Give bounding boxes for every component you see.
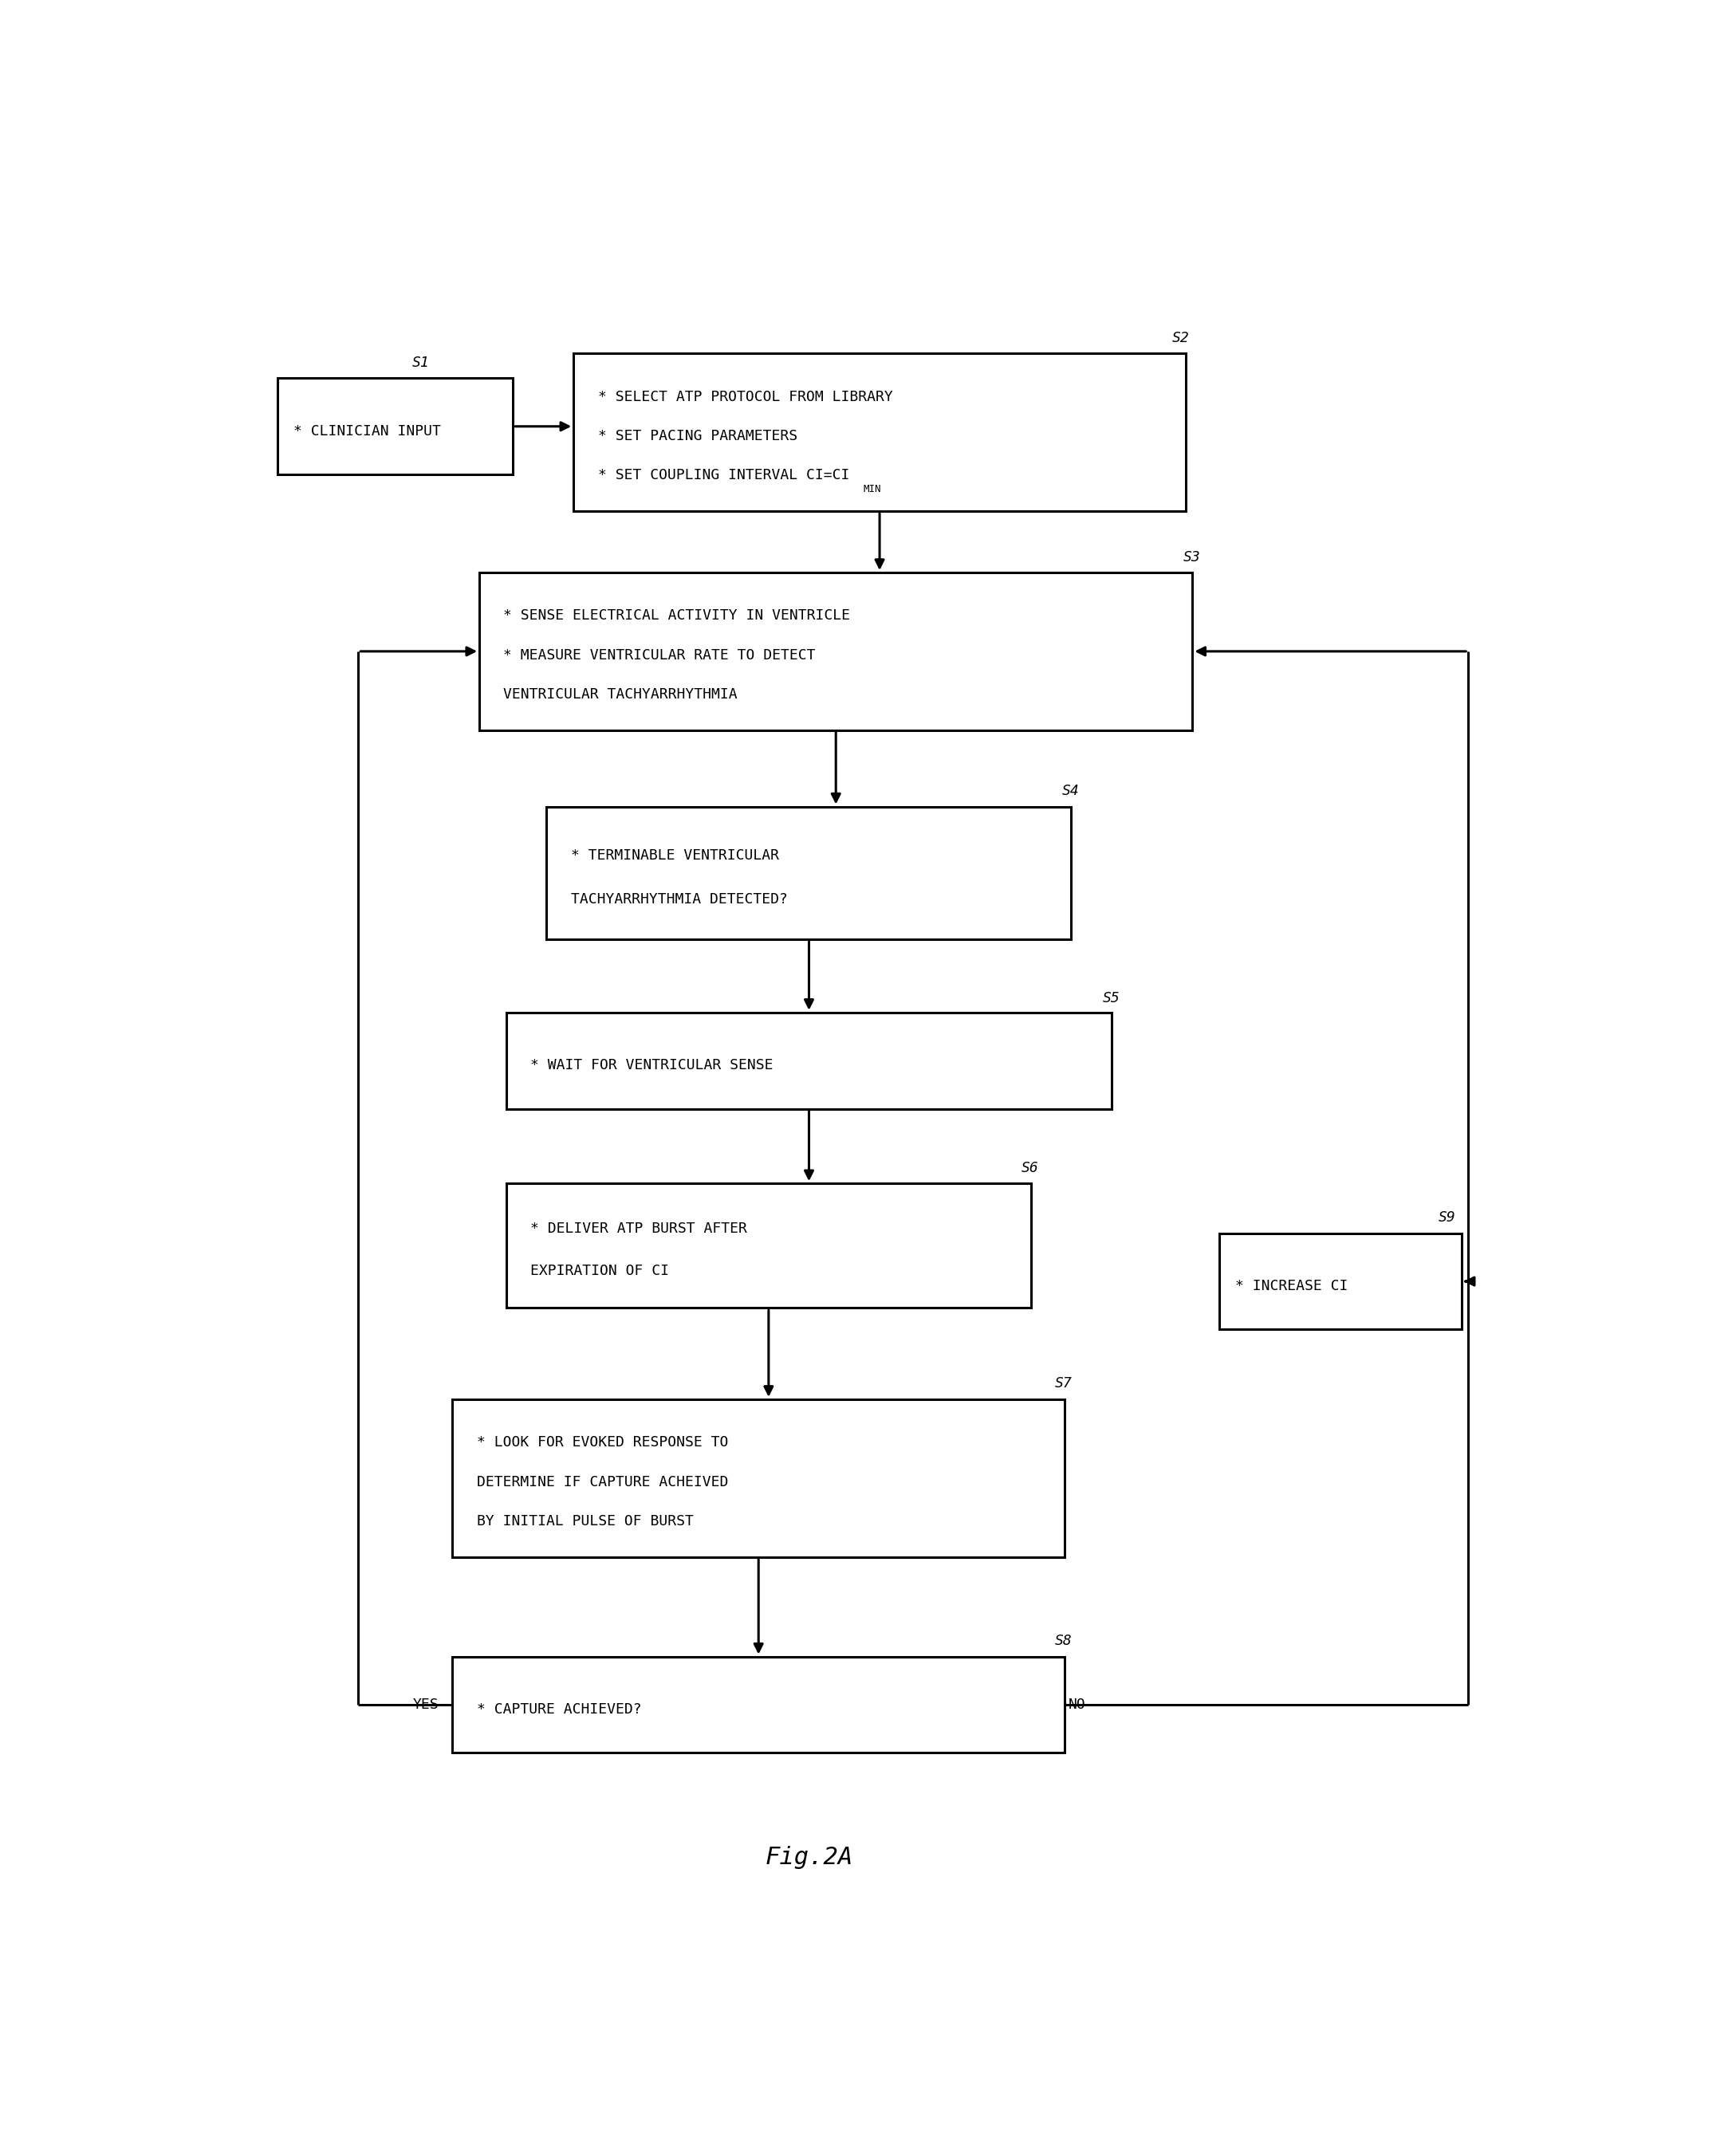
Text: S6: S6 [1021,1160,1038,1175]
Bar [573,354,1186,511]
Text: Fig.2A: Fig.2A [766,1846,852,1869]
Text: S5: S5 [1102,992,1120,1005]
Text: BY INITIAL PULSE OF BURST: BY INITIAL PULSE OF BURST [477,1514,693,1529]
Text: NO: NO [1069,1697,1087,1712]
Bar [547,806,1071,940]
Text: S9: S9 [1439,1210,1457,1225]
Text: S2: S2 [1172,330,1189,345]
Text: * INCREASE CI: * INCREASE CI [1236,1279,1349,1294]
Text: S1: S1 [411,356,429,371]
Text: * TERMINABLE VENTRICULAR: * TERMINABLE VENTRICULAR [571,847,779,862]
Bar [507,1013,1111,1108]
Bar [507,1184,1031,1309]
Text: * CAPTURE ACHIEVED?: * CAPTURE ACHIEVED? [477,1703,641,1716]
Text: * SET PACING PARAMETERS: * SET PACING PARAMETERS [597,429,797,444]
Text: * DELIVER ATP BURST AFTER: * DELIVER ATP BURST AFTER [531,1222,746,1235]
Text: EXPIRATION OF CI: EXPIRATION OF CI [531,1263,670,1279]
Text: DETERMINE IF CAPTURE ACHEIVED: DETERMINE IF CAPTURE ACHEIVED [477,1475,727,1490]
Bar [1219,1233,1462,1330]
Text: S3: S3 [1182,550,1200,565]
Text: VENTRICULAR TACHYARRHYTHMIA: VENTRICULAR TACHYARRHYTHMIA [503,688,738,703]
Text: * SET COUPLING INTERVAL CI=CI: * SET COUPLING INTERVAL CI=CI [597,468,849,483]
Text: TACHYARRHYTHMIA DETECTED?: TACHYARRHYTHMIA DETECTED? [571,893,788,908]
Text: * MEASURE VENTRICULAR RATE TO DETECT: * MEASURE VENTRICULAR RATE TO DETECT [503,649,816,662]
Text: * CLINICIAN INPUT: * CLINICIAN INPUT [293,425,441,438]
Text: S7: S7 [1055,1376,1073,1391]
Text: * SELECT ATP PROTOCOL FROM LIBRARY: * SELECT ATP PROTOCOL FROM LIBRARY [597,390,892,403]
Bar [278,377,514,474]
Text: YES: YES [413,1697,439,1712]
Bar [453,1399,1064,1557]
Text: S8: S8 [1055,1634,1073,1647]
Text: MIN: MIN [863,483,880,494]
Bar [453,1656,1064,1753]
Text: * LOOK FOR EVOKED RESPONSE TO: * LOOK FOR EVOKED RESPONSE TO [477,1436,727,1449]
Text: * SENSE ELECTRICAL ACTIVITY IN VENTRICLE: * SENSE ELECTRICAL ACTIVITY IN VENTRICLE [503,608,851,623]
Text: S4: S4 [1062,785,1080,798]
Bar [479,573,1193,731]
Text: * WAIT FOR VENTRICULAR SENSE: * WAIT FOR VENTRICULAR SENSE [531,1059,773,1072]
